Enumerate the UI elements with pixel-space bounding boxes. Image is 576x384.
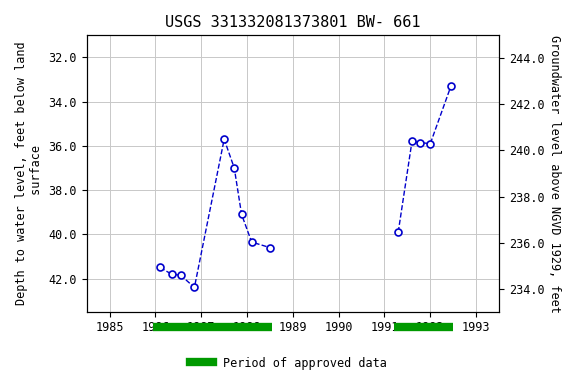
Legend: Period of approved data: Period of approved data [185,352,391,374]
Y-axis label: Groundwater level above NGVD 1929, feet: Groundwater level above NGVD 1929, feet [548,35,561,313]
Y-axis label: Depth to water level, feet below land
 surface: Depth to water level, feet below land su… [15,42,43,305]
Title: USGS 331332081373801 BW- 661: USGS 331332081373801 BW- 661 [165,15,420,30]
